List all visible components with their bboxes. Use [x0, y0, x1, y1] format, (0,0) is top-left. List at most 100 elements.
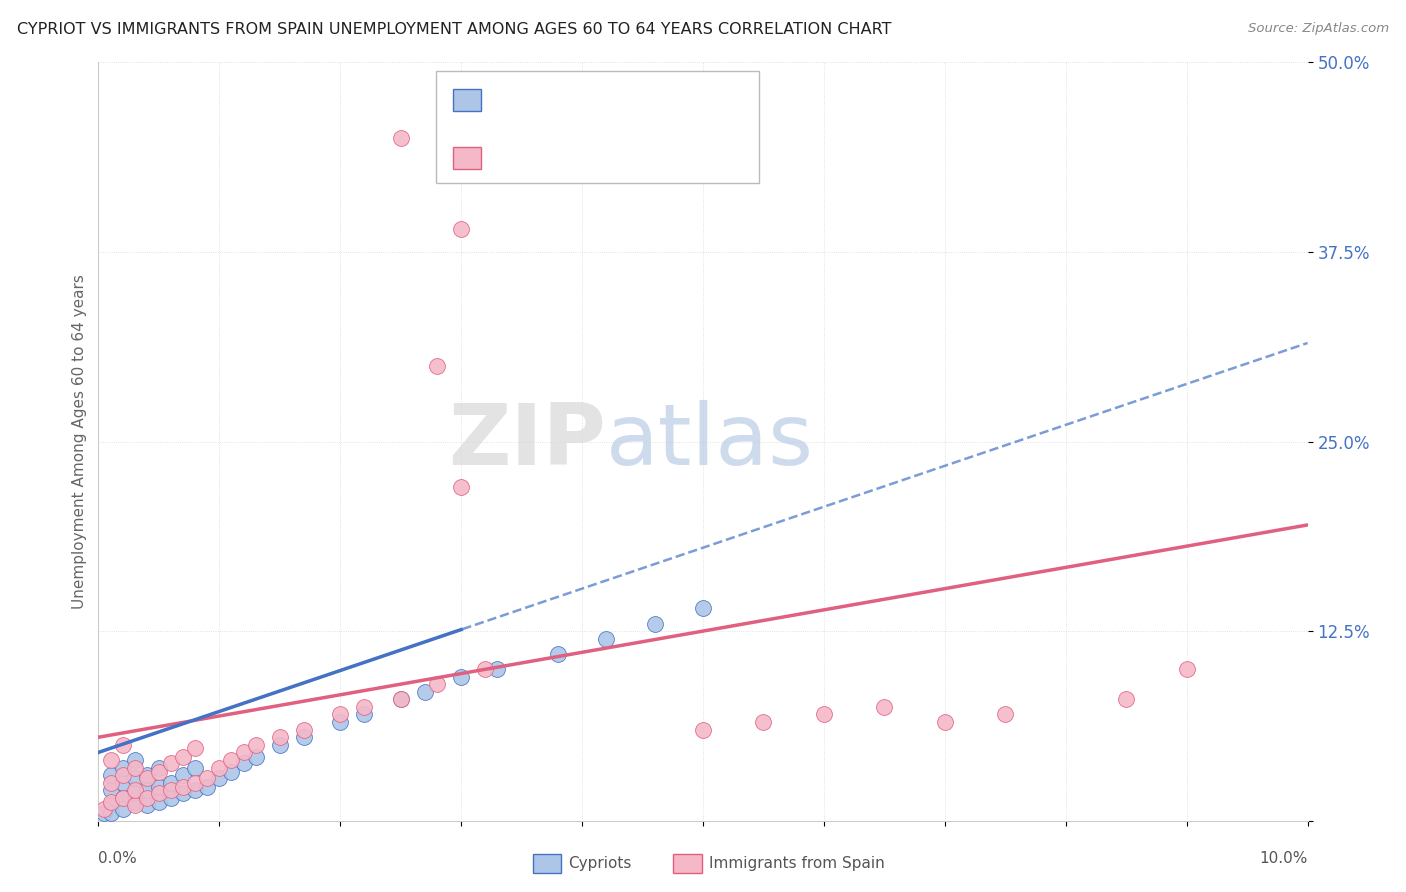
Point [426, 359, 449, 373]
Point [160, 783, 183, 797]
Point [292, 730, 315, 744]
Text: Cypriots: Cypriots [568, 856, 631, 871]
Point [100, 798, 122, 813]
Point [100, 768, 122, 782]
Point [389, 692, 412, 706]
Text: CYPRIOT VS IMMIGRANTS FROM SPAIN UNEMPLOYMENT AMONG AGES 60 TO 64 YEARS CORRELAT: CYPRIOT VS IMMIGRANTS FROM SPAIN UNEMPLO… [17, 22, 891, 37]
Text: 42: 42 [606, 91, 630, 109]
Text: 0.445: 0.445 [519, 91, 571, 109]
Point [873, 699, 896, 714]
Point [245, 750, 267, 764]
Point [292, 723, 315, 737]
Point [135, 798, 157, 813]
Text: Source: ZipAtlas.com: Source: ZipAtlas.com [1249, 22, 1389, 36]
Point [100, 776, 122, 790]
Text: Immigrants from Spain: Immigrants from Spain [709, 856, 884, 871]
Text: N =: N = [578, 149, 614, 167]
Point [450, 222, 472, 236]
Point [172, 780, 194, 795]
Point [93, 801, 115, 815]
Point [135, 783, 157, 797]
Point [100, 753, 122, 767]
Y-axis label: Unemployment Among Ages 60 to 64 years: Unemployment Among Ages 60 to 64 years [72, 274, 87, 609]
Point [124, 753, 146, 767]
Point [329, 715, 352, 730]
Point [160, 776, 183, 790]
Point [100, 783, 122, 797]
Text: 44: 44 [606, 149, 630, 167]
Point [148, 796, 170, 810]
Point [1115, 692, 1137, 706]
Point [148, 786, 170, 800]
Point [389, 131, 412, 145]
Point [172, 786, 194, 800]
Point [474, 662, 496, 676]
Point [111, 791, 134, 805]
Point [124, 760, 146, 774]
Point [135, 771, 157, 785]
Point [111, 776, 134, 790]
Point [148, 760, 170, 774]
Point [813, 707, 835, 722]
Point [135, 768, 157, 782]
Text: ZIP: ZIP [449, 400, 606, 483]
Point [111, 738, 134, 752]
Point [644, 616, 666, 631]
Point [547, 647, 569, 661]
Point [413, 685, 436, 699]
Point [221, 753, 243, 767]
Point [111, 791, 134, 805]
Point [245, 738, 267, 752]
Point [124, 771, 146, 785]
Point [269, 730, 291, 744]
Point [221, 765, 243, 780]
Point [111, 768, 134, 782]
Point [124, 786, 146, 800]
Point [450, 480, 472, 494]
Point [692, 723, 714, 737]
Point [994, 707, 1017, 722]
Point [389, 692, 412, 706]
Point [172, 768, 194, 782]
Point [934, 715, 956, 730]
Point [184, 740, 207, 755]
Text: R =: R = [488, 149, 529, 167]
Point [148, 765, 170, 780]
Text: R =: R = [488, 91, 524, 109]
Text: 10.0%: 10.0% [1260, 851, 1308, 866]
Point [124, 783, 146, 797]
Point [124, 798, 146, 813]
Point [124, 796, 146, 810]
Point [100, 796, 122, 810]
Point [208, 760, 231, 774]
Point [93, 806, 115, 821]
Point [692, 601, 714, 615]
Point [184, 760, 207, 774]
Text: atlas: atlas [606, 400, 814, 483]
Point [353, 699, 375, 714]
Point [595, 632, 617, 646]
Text: N =: N = [578, 91, 614, 109]
Point [184, 776, 207, 790]
Point [100, 806, 122, 821]
Point [269, 738, 291, 752]
Point [111, 760, 134, 774]
Point [232, 756, 254, 770]
Point [135, 791, 157, 805]
Text: 0.0%: 0.0% [98, 851, 138, 866]
Point [208, 771, 231, 785]
Point [172, 750, 194, 764]
Point [160, 791, 183, 805]
Point [426, 677, 449, 691]
Point [195, 780, 218, 795]
Point [148, 780, 170, 795]
Point [1175, 662, 1198, 676]
Text: 0.185: 0.185 [523, 149, 575, 167]
Point [752, 715, 775, 730]
Point [353, 707, 375, 722]
Point [450, 669, 472, 683]
Point [486, 662, 509, 676]
Point [329, 707, 352, 722]
Point [195, 771, 218, 785]
Point [232, 746, 254, 760]
